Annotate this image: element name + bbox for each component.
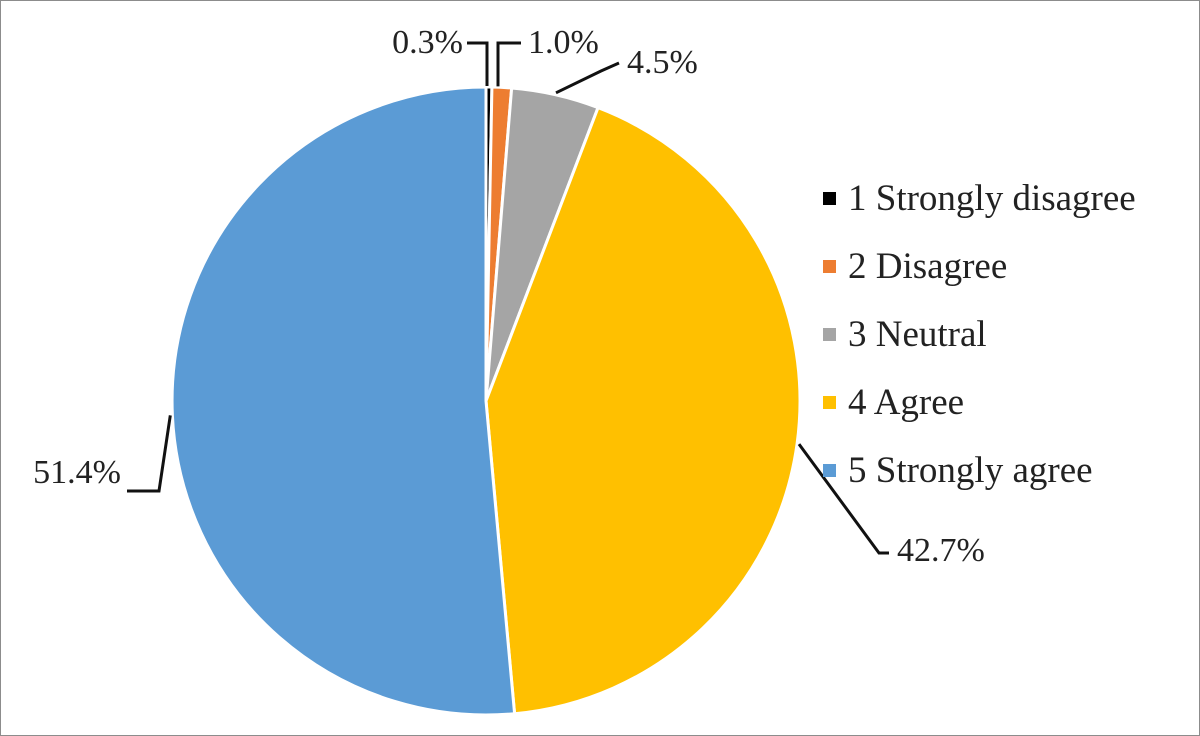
- legend-label: 1 Strongly disagree: [848, 177, 1136, 219]
- legend-swatch: [823, 395, 836, 409]
- legend-label: 4 Agree: [848, 381, 965, 423]
- data-label-disagree: 1.0%: [528, 24, 599, 61]
- legend-swatch: [823, 191, 836, 205]
- data-label-strongly-disagree: 0.3%: [392, 24, 463, 61]
- leader-line-disagree: [496, 41, 521, 87]
- leader-line-agree: [797, 443, 889, 555]
- legend-swatch: [823, 259, 836, 273]
- leader-line-strongly-disagree: [467, 41, 489, 86]
- legend-item-agree: 4 Agree: [823, 368, 1136, 436]
- data-label-agree: 42.7%: [897, 532, 985, 569]
- legend-label: 2 Disagree: [848, 245, 1008, 287]
- legend-item-strongly-disagree: 1 Strongly disagree: [823, 164, 1136, 232]
- leader-lines: [127, 41, 889, 555]
- legend-item-strongly-agree: 5 Strongly agree: [823, 436, 1136, 504]
- legend: 1 Strongly disagree 2 Disagree 3 Neutral…: [823, 164, 1136, 504]
- data-label-strongly-agree: 51.4%: [33, 454, 121, 491]
- legend-label: 3 Neutral: [848, 313, 987, 355]
- leader-line-neutral: [555, 61, 620, 95]
- data-labels: 0.3% 1.0% 4.5% 42.7% 51.4%: [33, 24, 985, 569]
- legend-item-neutral: 3 Neutral: [823, 300, 1136, 368]
- legend-label: 5 Strongly agree: [848, 449, 1093, 491]
- pie-slice-agree: [484, 106, 802, 716]
- legend-swatch: [823, 327, 836, 341]
- pie-slices: [170, 85, 802, 717]
- legend-swatch: [823, 463, 836, 477]
- legend-item-disagree: 2 Disagree: [823, 232, 1136, 300]
- pie-slice-strongly-agree: [170, 85, 517, 717]
- leader-line-strongly-agree: [127, 415, 172, 493]
- data-label-neutral: 4.5%: [627, 44, 698, 81]
